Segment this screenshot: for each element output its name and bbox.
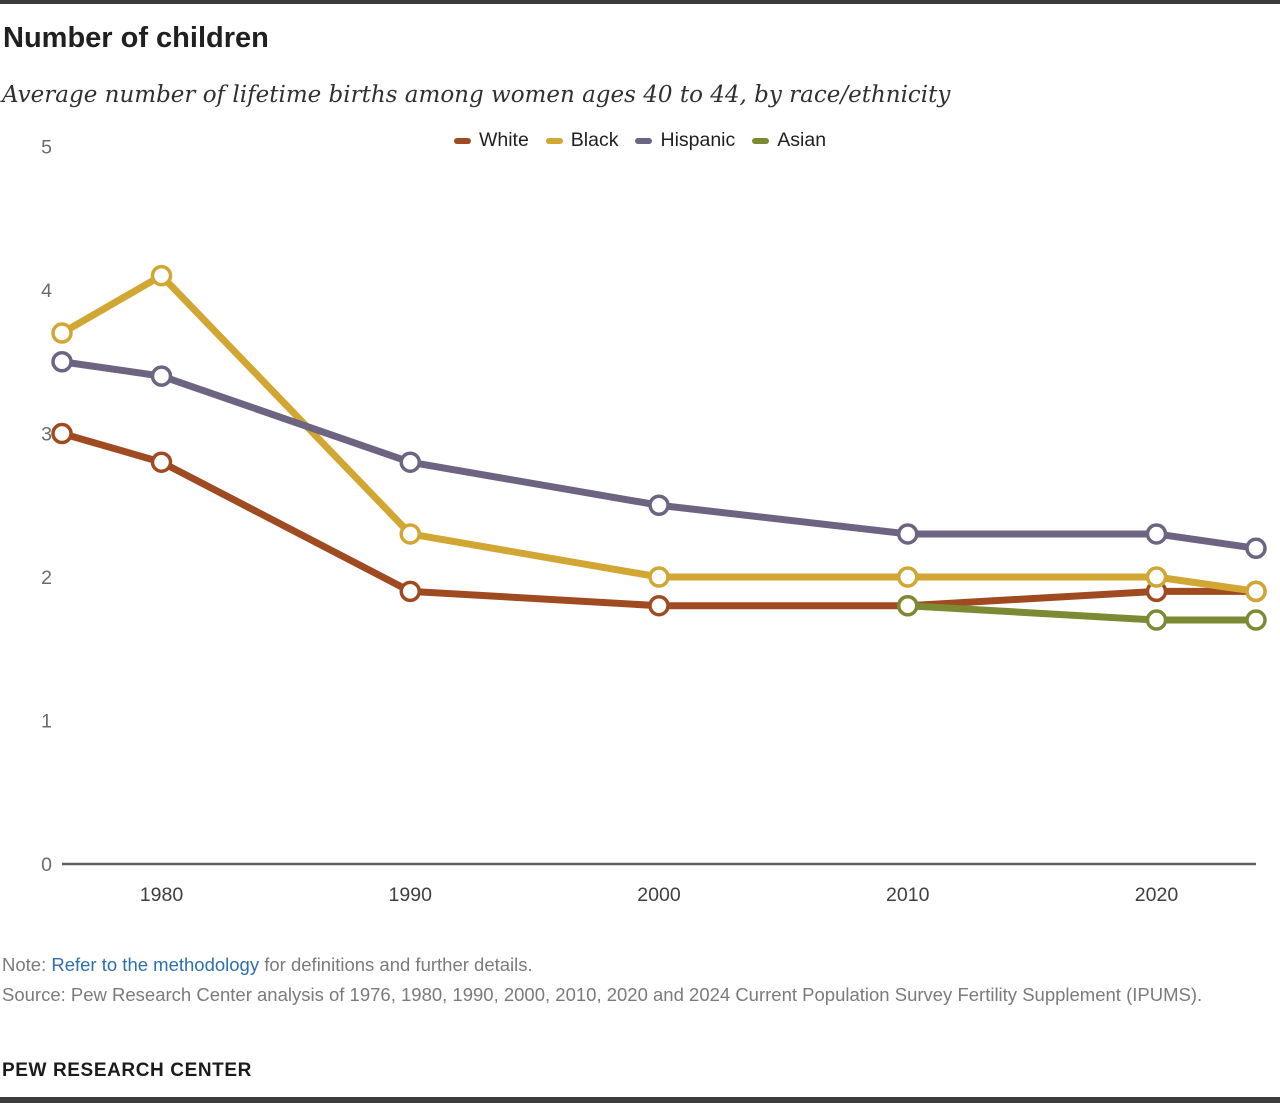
data-point-black	[1245, 580, 1267, 603]
note-prefix: Note:	[2, 954, 52, 975]
brand-footer: PEW RESEARCH CENTER	[2, 1060, 252, 1081]
data-point-black	[648, 566, 670, 588]
legend-label-asian: Asian	[777, 129, 827, 151]
y-axis-tick-label: 1	[41, 711, 52, 733]
data-point-asian	[897, 594, 919, 617]
top-divider	[0, 0, 1280, 4]
data-point-hispanic	[150, 365, 173, 387]
data-point-black	[1145, 566, 1168, 588]
data-point-hispanic	[51, 351, 73, 373]
data-point-white	[150, 451, 173, 473]
note-line: Note: Refer to the methodology for defin…	[2, 950, 1270, 980]
x-axis-tick-label: 2000	[637, 884, 681, 906]
legend-label-black: Black	[570, 129, 619, 151]
bottom-divider	[0, 1097, 1280, 1103]
legend-swatch-white-icon	[453, 137, 471, 144]
legend-item-black: Black	[545, 129, 619, 152]
data-point-hispanic	[399, 451, 421, 473]
chart-subtitle: Average number of lifetime births among …	[2, 82, 951, 108]
page-title: Number of children	[3, 22, 269, 54]
series-line-asian	[907, 602, 1256, 624]
note-suffix: for definitions and further details.	[259, 954, 533, 975]
legend-swatch-black-icon	[545, 137, 563, 144]
legend-label-white: White	[478, 129, 529, 151]
y-axis-tick-label: 5	[41, 137, 52, 159]
chart-legend: White Black Hispanic Asian	[0, 129, 1280, 152]
series-line-black	[60, 272, 1257, 595]
legend-item-hispanic: Hispanic	[635, 129, 735, 152]
x-axis-tick-label: 2020	[1135, 884, 1179, 906]
x-axis-tick-label: 1990	[389, 884, 433, 906]
y-axis-tick-label: 4	[41, 280, 52, 302]
data-point-black	[51, 322, 73, 344]
legend-item-white: White	[453, 129, 529, 152]
data-point-black	[897, 566, 919, 588]
legend-label-hispanic: Hispanic	[660, 129, 736, 151]
data-point-hispanic	[897, 523, 919, 545]
legend-swatch-hispanic-icon	[635, 137, 653, 144]
y-axis-tick-label: 0	[41, 854, 52, 876]
data-point-hispanic	[648, 494, 670, 516]
data-point-hispanic	[1245, 537, 1267, 560]
series-line-hispanic	[61, 358, 1257, 552]
data-point-black	[399, 523, 421, 545]
methodology-link[interactable]: Refer to the methodology	[51, 954, 260, 975]
y-axis-tick-label: 3	[41, 424, 52, 446]
data-point-white	[648, 594, 670, 617]
x-axis-tick-label: 1980	[140, 884, 184, 906]
legend-item-asian: Asian	[752, 129, 826, 152]
data-point-black	[150, 264, 173, 287]
x-axis-tick-label: 2010	[886, 884, 930, 906]
source-line: Source: Pew Research Center analysis of …	[2, 983, 1203, 1005]
data-point-white	[399, 580, 421, 603]
data-point-hispanic	[1145, 523, 1168, 545]
data-point-asian	[1245, 609, 1267, 631]
footnote-block: Note: Refer to the methodology for defin…	[2, 950, 1270, 1009]
legend-swatch-asian-icon	[752, 137, 770, 144]
data-point-asian	[1145, 609, 1168, 631]
y-axis-tick-label: 2	[41, 567, 52, 589]
data-point-white	[51, 422, 73, 445]
